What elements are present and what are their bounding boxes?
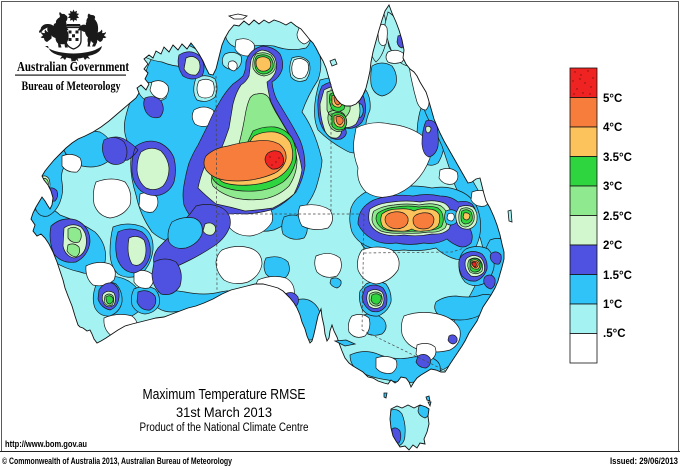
svg-text:Maximum Temperature RMSE: Maximum Temperature RMSE — [143, 386, 306, 403]
svg-text:31st March 2013: 31st March 2013 — [176, 404, 272, 420]
svg-text:1°C: 1°C — [603, 299, 622, 311]
svg-text:http://www.bom.gov.au: http://www.bom.gov.au — [5, 439, 87, 449]
svg-text:Australian Government: Australian Government — [17, 59, 129, 74]
svg-text:3°C: 3°C — [603, 181, 622, 193]
svg-text:4°C: 4°C — [603, 122, 622, 134]
svg-text:.5°C: .5°C — [603, 328, 626, 340]
svg-text:2°C: 2°C — [603, 240, 622, 252]
svg-text:Product of the National Climat: Product of the National Climate Centre — [140, 422, 309, 434]
svg-text:Issued: 29/06/2013: Issued: 29/06/2013 — [610, 456, 678, 466]
svg-text:2.5°C: 2.5°C — [603, 211, 632, 223]
svg-text:Bureau of Meteorology: Bureau of Meteorology — [22, 78, 121, 93]
svg-text:1.5°C: 1.5°C — [603, 270, 632, 282]
svg-text:3.5°C: 3.5°C — [603, 152, 632, 164]
svg-text:© Commonwealth of Australia 20: © Commonwealth of Australia 2013, Austra… — [2, 456, 232, 466]
svg-text:5°C: 5°C — [603, 93, 622, 105]
